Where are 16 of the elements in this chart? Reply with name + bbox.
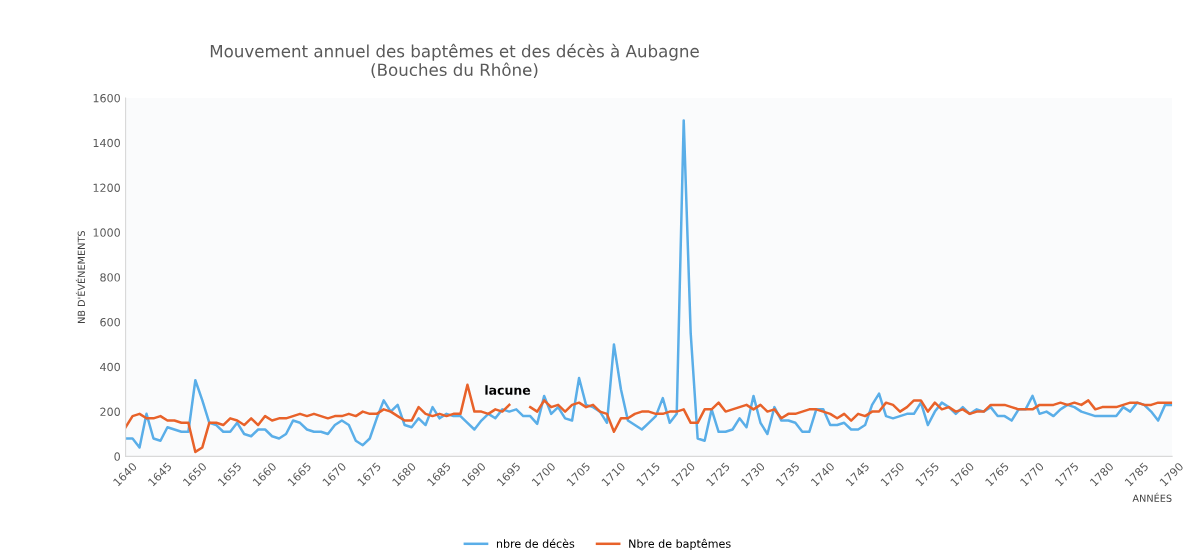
legend-label: nbre de décès xyxy=(496,538,575,548)
y-axis-title: NB D'ÉVÉNEMENTS xyxy=(75,231,85,323)
line-series xyxy=(125,119,1173,449)
y-tick-label: 1000 xyxy=(93,228,120,237)
y-tick-label: 200 xyxy=(100,407,120,416)
annotation: lacune xyxy=(485,385,531,395)
y-tick-label: 400 xyxy=(100,362,120,372)
chart-title: Mouvement annuel des baptêmes et des décès à Aubagne (Bouches du Rhône) xyxy=(210,43,699,79)
y-tick-label: 1400 xyxy=(93,138,120,148)
y-tick-label: 1600 xyxy=(93,93,120,103)
y-tick-label: 0 xyxy=(114,452,120,461)
y-tick-label: 600 xyxy=(100,317,120,327)
y-tick-label: 1200 xyxy=(93,183,120,192)
legend-label: Nbre de baptêmes xyxy=(629,538,731,550)
x-axis-title: ANNÉES xyxy=(1132,492,1172,502)
y-tick-label: 800 xyxy=(100,273,120,282)
